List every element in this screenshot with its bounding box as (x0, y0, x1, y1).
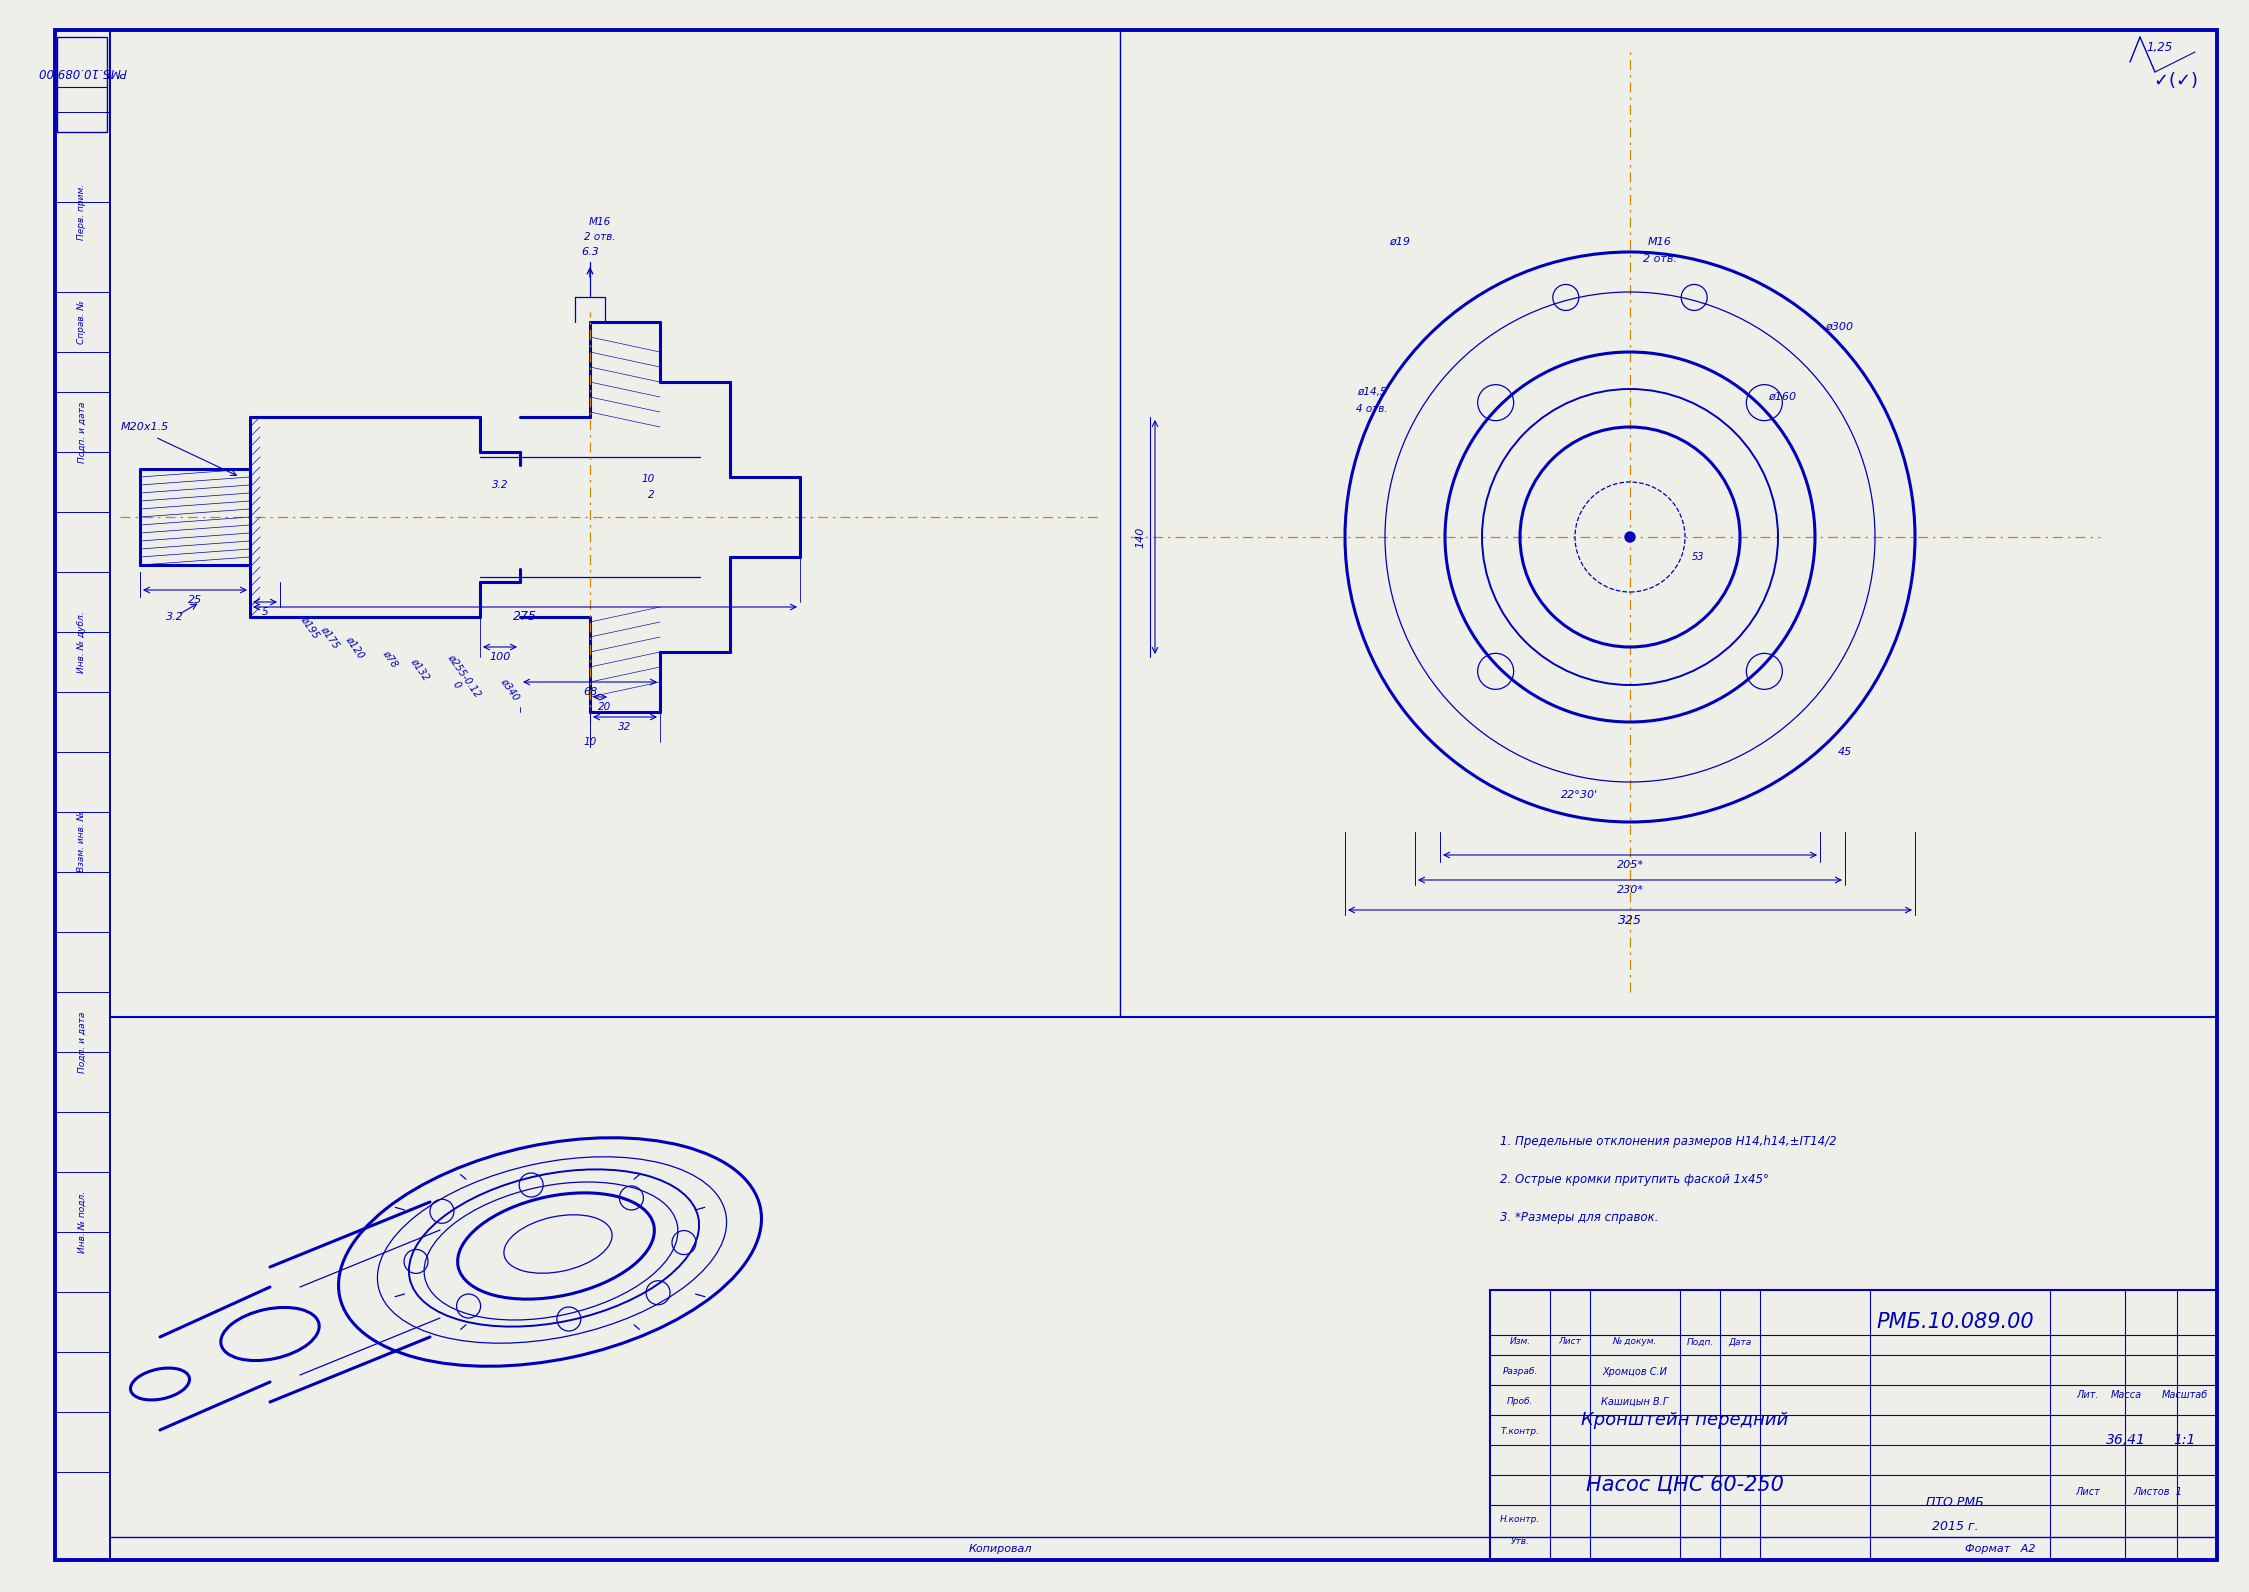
Text: 25: 25 (189, 595, 202, 605)
Text: 2 отв.: 2 отв. (1644, 255, 1678, 264)
Text: ø300: ø300 (1824, 322, 1853, 333)
Text: 32: 32 (618, 723, 632, 732)
Text: Утв.: Утв. (1511, 1538, 1529, 1546)
Text: Справ. №: Справ. № (76, 301, 85, 344)
Text: ø195: ø195 (299, 615, 322, 640)
Text: Взам. инв. №: Взам. инв. № (76, 812, 85, 872)
Text: M16: M16 (1649, 237, 1671, 247)
Text: 230*: 230* (1617, 885, 1644, 895)
Text: 2. Острые кромки притупить фаской 1х45°: 2. Острые кромки притупить фаской 1х45° (1500, 1173, 1770, 1186)
Text: Кашицын В.Г: Кашицын В.Г (1601, 1398, 1669, 1407)
Text: Изм.: Изм. (1509, 1337, 1532, 1347)
Text: 3. *Размеры для справок.: 3. *Размеры для справок. (1500, 1212, 1658, 1224)
Text: Листов  1: Листов 1 (2134, 1487, 2182, 1496)
Text: Т.контр.: Т.контр. (1500, 1428, 1541, 1436)
Text: Кронштейн передний: Кронштейн передний (1581, 1411, 1788, 1430)
Text: ø160: ø160 (1768, 392, 1797, 403)
Text: Подп. и дата: Подп. и дата (76, 1011, 85, 1073)
Text: Лист: Лист (2076, 1487, 2101, 1496)
Text: 325: 325 (1617, 914, 1642, 927)
Text: 22°30': 22°30' (1561, 790, 1599, 801)
Text: Подп. и дата: Подп. и дата (76, 401, 85, 463)
Text: РМБ.10.089.00: РМБ.10.089.00 (38, 65, 126, 78)
Text: Подп.: Подп. (1687, 1337, 1714, 1347)
Text: ø14,5: ø14,5 (1356, 387, 1388, 396)
Bar (1491, 1290, 2218, 1560)
Text: ø340: ø340 (499, 677, 522, 702)
Text: Н.контр.: Н.контр. (1500, 1516, 1541, 1525)
Text: Масштаб: Масштаб (2161, 1390, 2209, 1399)
Text: 2015 г.: 2015 г. (1932, 1520, 1979, 1533)
Text: 4 отв.: 4 отв. (1356, 404, 1388, 414)
Text: Инв. № подл.: Инв. № подл. (76, 1191, 85, 1253)
Text: 20: 20 (598, 702, 612, 712)
Text: M16: M16 (589, 217, 612, 228)
Text: ПТО РМБ: ПТО РМБ (1925, 1495, 1984, 1509)
Text: 2 отв.: 2 отв. (585, 232, 616, 242)
Text: Лист: Лист (1559, 1337, 1581, 1347)
Text: Разраб.: Разраб. (1502, 1368, 1538, 1377)
Text: 3.2: 3.2 (166, 611, 184, 622)
Text: ø19: ø19 (1390, 237, 1410, 247)
Text: $\checkmark$($\checkmark$): $\checkmark$($\checkmark$) (2152, 70, 2197, 91)
Text: 53: 53 (1691, 552, 1705, 562)
Text: ø132: ø132 (409, 656, 432, 681)
Text: Насос ЦНС 60-250: Насос ЦНС 60-250 (1586, 1476, 1783, 1495)
Text: ø78: ø78 (380, 648, 400, 670)
Text: 6.3: 6.3 (580, 247, 598, 256)
Circle shape (1626, 532, 1635, 541)
Text: № докум.: № докум. (1613, 1337, 1658, 1347)
Text: Копировал: Копировал (969, 1544, 1032, 1554)
Text: Перв. прим.: Перв. прим. (76, 185, 85, 240)
Text: РМБ.10.089.00: РМБ.10.089.00 (1876, 1312, 2033, 1333)
Text: 68: 68 (582, 688, 598, 697)
Text: ø120: ø120 (344, 634, 367, 661)
Text: 10: 10 (582, 737, 596, 747)
Text: Лит.: Лит. (2076, 1390, 2098, 1399)
Text: Формат   А2: Формат А2 (1966, 1544, 2035, 1554)
Text: ø175: ø175 (319, 624, 342, 650)
Text: 1,25: 1,25 (2148, 40, 2173, 54)
Text: Масса: Масса (2110, 1390, 2141, 1399)
Text: M20x1.5: M20x1.5 (121, 422, 169, 431)
Text: 140: 140 (1136, 527, 1145, 548)
Bar (56, 37, 108, 132)
Text: 3.2: 3.2 (493, 481, 508, 490)
Text: 1:1: 1:1 (2175, 1433, 2197, 1447)
Text: 275: 275 (513, 610, 538, 624)
Text: Инв. № дубл.: Инв. № дубл. (76, 611, 85, 673)
Text: Хромцов С.И: Хромцов С.И (1604, 1368, 1667, 1377)
Text: 36,41: 36,41 (2105, 1433, 2146, 1447)
Text: 2: 2 (648, 490, 654, 500)
Text: 205*: 205* (1617, 860, 1644, 869)
Text: 1. Предельные отклонения размеров H14,h14,±IT14/2: 1. Предельные отклонения размеров H14,h1… (1500, 1135, 1837, 1148)
Text: Проб.: Проб. (1507, 1398, 1534, 1406)
Text: 5: 5 (261, 607, 268, 618)
Text: Дата: Дата (1729, 1337, 1752, 1347)
Text: 100: 100 (490, 653, 511, 662)
Text: 10: 10 (641, 474, 654, 484)
Text: ø255-0.12
  0: ø255-0.12 0 (436, 653, 484, 705)
Text: 45: 45 (1837, 747, 1853, 758)
